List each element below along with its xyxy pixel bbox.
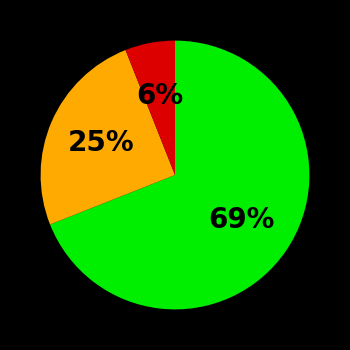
Text: 6%: 6% bbox=[136, 82, 183, 110]
Text: 69%: 69% bbox=[209, 206, 275, 235]
Wedge shape bbox=[50, 41, 309, 309]
Wedge shape bbox=[126, 41, 175, 175]
Text: 25%: 25% bbox=[68, 129, 134, 157]
Wedge shape bbox=[41, 50, 175, 224]
